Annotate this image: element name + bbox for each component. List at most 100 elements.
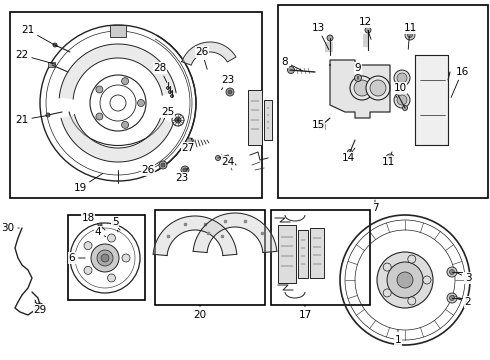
Circle shape bbox=[387, 262, 423, 298]
Circle shape bbox=[84, 266, 92, 274]
Bar bbox=[112, 220, 118, 225]
Text: 10: 10 bbox=[393, 83, 407, 98]
Circle shape bbox=[408, 255, 416, 263]
Circle shape bbox=[397, 272, 413, 288]
Circle shape bbox=[183, 168, 187, 172]
Circle shape bbox=[386, 154, 394, 162]
Text: 26: 26 bbox=[142, 163, 158, 175]
Polygon shape bbox=[182, 42, 236, 65]
Bar bbox=[278, 225, 296, 283]
Circle shape bbox=[169, 90, 171, 94]
Circle shape bbox=[53, 43, 57, 47]
Text: 11: 11 bbox=[403, 23, 416, 49]
Text: 29: 29 bbox=[33, 300, 47, 315]
Bar bbox=[298, 230, 308, 278]
Circle shape bbox=[161, 163, 165, 167]
Text: 3: 3 bbox=[458, 273, 471, 283]
Circle shape bbox=[175, 117, 181, 123]
Circle shape bbox=[397, 73, 407, 83]
Circle shape bbox=[37, 303, 43, 309]
Circle shape bbox=[159, 161, 167, 169]
Circle shape bbox=[354, 80, 370, 96]
Circle shape bbox=[91, 244, 119, 272]
Polygon shape bbox=[153, 216, 237, 256]
Circle shape bbox=[319, 122, 325, 128]
Circle shape bbox=[388, 156, 392, 160]
Circle shape bbox=[366, 76, 390, 100]
Circle shape bbox=[449, 270, 455, 274]
Bar bbox=[310, 228, 324, 278]
Circle shape bbox=[377, 252, 433, 308]
Text: 21: 21 bbox=[22, 25, 58, 47]
Bar bbox=[110, 25, 126, 37]
Circle shape bbox=[96, 86, 103, 93]
Circle shape bbox=[122, 78, 128, 85]
Circle shape bbox=[408, 297, 416, 305]
Circle shape bbox=[397, 95, 407, 105]
Text: 7: 7 bbox=[372, 200, 378, 213]
Circle shape bbox=[447, 293, 457, 303]
Circle shape bbox=[98, 223, 102, 227]
Circle shape bbox=[138, 99, 145, 107]
Text: 18: 18 bbox=[81, 213, 98, 224]
Circle shape bbox=[447, 267, 457, 277]
Text: 21: 21 bbox=[15, 115, 47, 125]
Polygon shape bbox=[415, 55, 448, 145]
Text: 6: 6 bbox=[69, 253, 85, 263]
Circle shape bbox=[327, 35, 333, 41]
Circle shape bbox=[347, 149, 352, 154]
Text: 27: 27 bbox=[181, 138, 195, 153]
Text: 17: 17 bbox=[298, 305, 312, 320]
Text: 12: 12 bbox=[358, 17, 371, 39]
Circle shape bbox=[423, 276, 431, 284]
Text: 11: 11 bbox=[381, 152, 394, 167]
Bar bbox=[68, 215, 145, 300]
Circle shape bbox=[449, 296, 455, 301]
Circle shape bbox=[167, 86, 170, 90]
Circle shape bbox=[354, 75, 362, 81]
Text: 30: 30 bbox=[1, 223, 19, 233]
Circle shape bbox=[228, 90, 232, 94]
Circle shape bbox=[402, 105, 408, 111]
Circle shape bbox=[122, 121, 128, 129]
Text: 26: 26 bbox=[196, 47, 209, 69]
Bar bbox=[155, 210, 265, 305]
Circle shape bbox=[122, 254, 130, 262]
Text: 25: 25 bbox=[161, 107, 175, 120]
Text: 8: 8 bbox=[282, 57, 302, 71]
Text: 9: 9 bbox=[355, 63, 361, 79]
Text: 23: 23 bbox=[221, 75, 235, 90]
Bar bbox=[278, 5, 488, 198]
Text: 4: 4 bbox=[95, 227, 106, 237]
Text: 20: 20 bbox=[194, 305, 207, 320]
Circle shape bbox=[288, 67, 294, 73]
Circle shape bbox=[394, 70, 410, 86]
Circle shape bbox=[107, 274, 116, 282]
Text: 23: 23 bbox=[175, 168, 189, 183]
Text: 5: 5 bbox=[112, 217, 118, 232]
Circle shape bbox=[216, 156, 220, 161]
Circle shape bbox=[350, 76, 374, 100]
Circle shape bbox=[405, 30, 415, 40]
Text: 22: 22 bbox=[15, 50, 55, 64]
Circle shape bbox=[107, 234, 116, 242]
Circle shape bbox=[97, 250, 113, 266]
Polygon shape bbox=[330, 60, 390, 118]
Text: 2: 2 bbox=[458, 297, 471, 307]
Text: 1: 1 bbox=[394, 330, 401, 345]
Text: 15: 15 bbox=[311, 120, 328, 130]
Circle shape bbox=[394, 92, 410, 108]
Text: 16: 16 bbox=[451, 67, 468, 98]
Circle shape bbox=[96, 113, 103, 120]
Text: 13: 13 bbox=[311, 23, 329, 50]
Text: 19: 19 bbox=[74, 174, 103, 193]
Circle shape bbox=[101, 254, 109, 262]
Circle shape bbox=[84, 242, 92, 249]
Circle shape bbox=[408, 32, 413, 37]
Polygon shape bbox=[61, 114, 173, 162]
Circle shape bbox=[171, 94, 173, 98]
Polygon shape bbox=[59, 44, 176, 99]
Bar bbox=[264, 100, 272, 140]
Circle shape bbox=[383, 289, 391, 297]
Circle shape bbox=[370, 80, 386, 96]
